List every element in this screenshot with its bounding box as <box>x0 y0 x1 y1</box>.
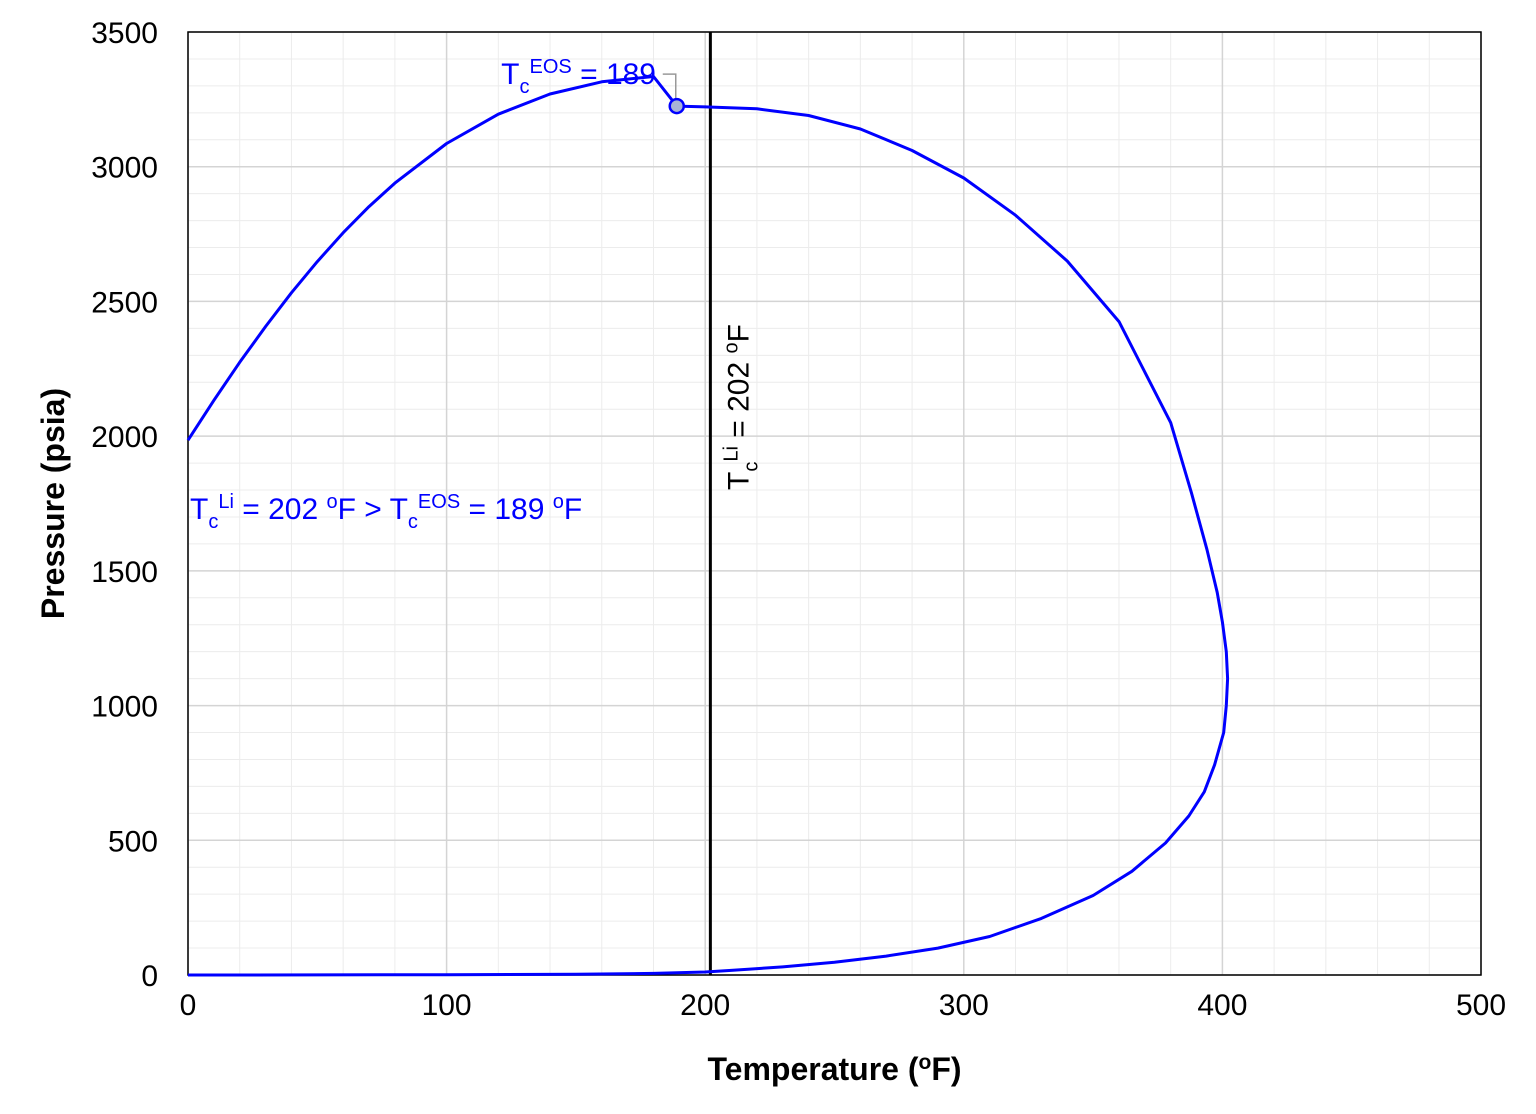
phase-envelope-curve <box>186 75 1230 977</box>
x-axis-title: Temperature (oF) <box>707 1051 961 1087</box>
y-tick-label: 500 <box>108 825 158 858</box>
plot-area-frame <box>187 31 1482 976</box>
x-axis-tick-labels: 0 100 200 300 400 500 <box>180 989 1506 1022</box>
x-tick-label: 200 <box>680 989 730 1022</box>
tc-comparison-annotation: TcLi = 202 oF > TcEOS = 189 oF <box>190 491 582 533</box>
critical-point-marker <box>668 97 686 115</box>
y-axis-title: Pressure (psia) <box>35 388 71 619</box>
y-tick-label: 0 <box>141 960 158 993</box>
tc-eos-annotation: TcEOS = 189 <box>501 56 656 98</box>
x-tick-label: 300 <box>939 989 989 1022</box>
x-tick-label: 100 <box>422 989 472 1022</box>
y-tick-label: 1500 <box>91 556 158 589</box>
tc-li-line-label: TcLi = 202 oF <box>720 324 762 490</box>
y-tick-label: 2500 <box>91 286 158 319</box>
y-tick-label: 2000 <box>91 421 158 454</box>
x-tick-label: 0 <box>180 989 197 1022</box>
x-tick-label: 500 <box>1456 989 1506 1022</box>
y-axis-tick-labels: 0 500 1000 1500 2000 2500 3000 3500 <box>91 17 158 993</box>
x-tick-label: 400 <box>1197 989 1247 1022</box>
y-tick-label: 3500 <box>91 17 158 50</box>
y-tick-label: 3000 <box>91 152 158 185</box>
y-tick-label: 1000 <box>91 691 158 724</box>
critical-point-leader-line <box>662 73 677 99</box>
